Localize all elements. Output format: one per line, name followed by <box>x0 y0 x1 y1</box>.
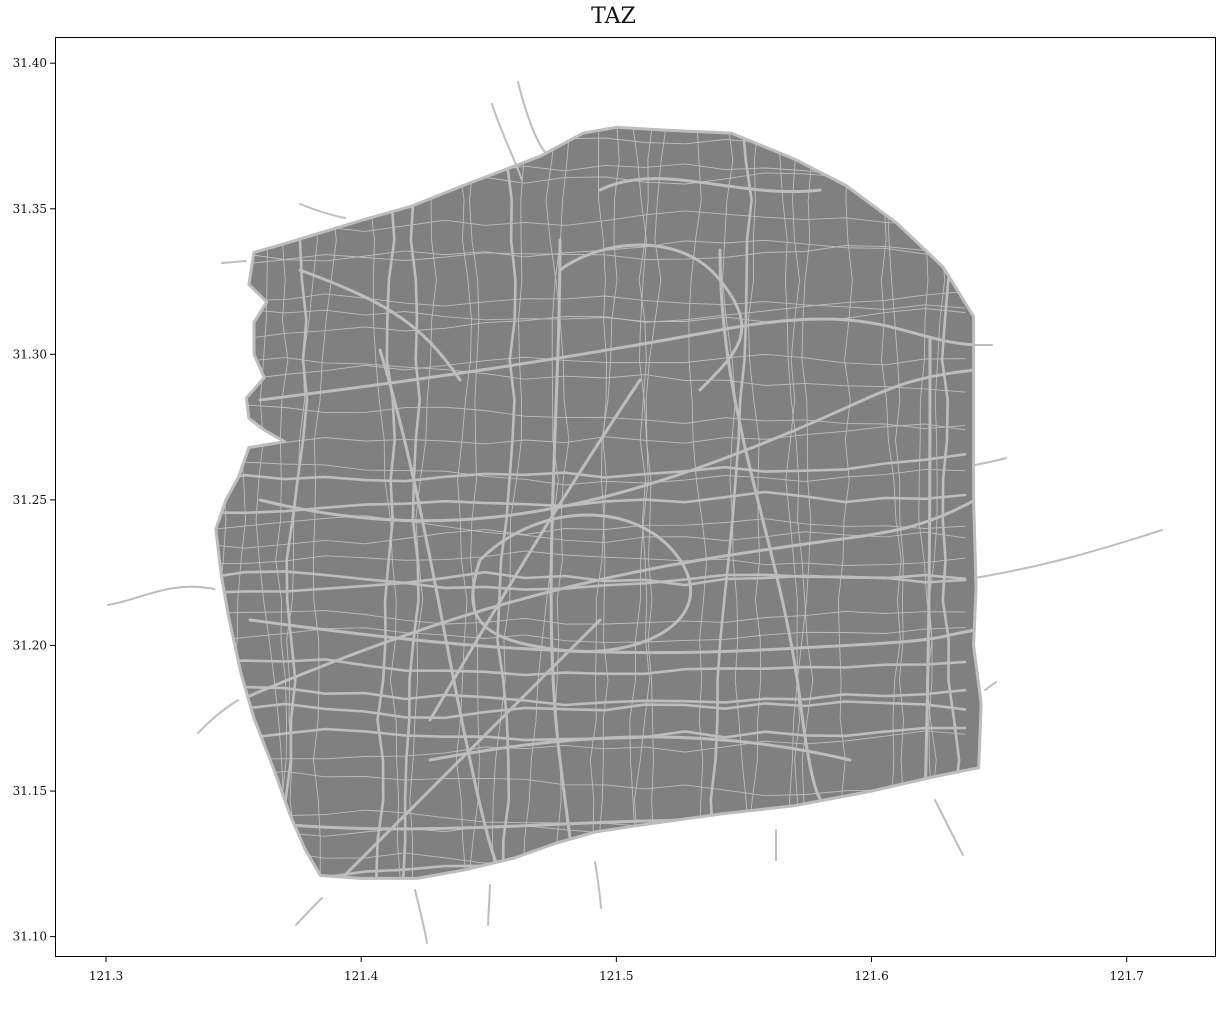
street <box>215 550 966 566</box>
x-tick-label: 121.6 <box>854 969 888 983</box>
outer-road <box>299 203 346 219</box>
arterial-road <box>598 177 822 194</box>
street <box>776 127 816 879</box>
axes: 121.3 121.4 121.5 121.6 121.7 31.10 31.15 31.20… <box>13 56 1144 983</box>
street <box>286 127 321 879</box>
plot-frame <box>55 37 1216 957</box>
street <box>215 730 966 763</box>
y-tick-label: 31.35 <box>13 202 47 216</box>
street <box>453 127 472 879</box>
outer-road <box>107 585 215 606</box>
street <box>363 127 401 879</box>
street <box>215 610 966 625</box>
street <box>215 515 966 544</box>
street <box>215 423 966 445</box>
street <box>491 127 527 879</box>
street <box>215 357 966 393</box>
street <box>785 127 800 879</box>
street <box>215 353 966 385</box>
arterial-road <box>923 338 932 802</box>
outer-road <box>221 260 247 264</box>
street <box>215 453 967 483</box>
outer-road <box>984 681 997 691</box>
arterial-road <box>558 243 744 392</box>
arterial-road <box>471 513 693 653</box>
street <box>215 290 966 340</box>
street <box>496 127 517 879</box>
street <box>468 127 480 879</box>
y-tick-label: 31.25 <box>13 493 47 507</box>
street <box>215 770 966 797</box>
street <box>205 887 965 898</box>
y-tick-label: 31.10 <box>13 930 47 944</box>
street <box>784 127 819 879</box>
street <box>215 293 966 310</box>
street <box>215 458 966 486</box>
outer-road-spurs <box>107 81 1163 944</box>
x-tick-label: 121.4 <box>344 969 379 983</box>
arterial-road <box>428 735 852 762</box>
arterial-road <box>238 498 977 702</box>
arterial-road <box>238 818 702 831</box>
outer-road <box>517 81 546 153</box>
street <box>401 127 422 879</box>
street <box>215 127 966 128</box>
outer-road <box>491 103 523 181</box>
y-tick-label: 31.30 <box>13 347 47 361</box>
arterial-road <box>248 618 977 655</box>
street <box>722 127 752 879</box>
street <box>215 658 967 677</box>
street <box>215 627 966 643</box>
y-tick-label: 31.40 <box>13 56 47 70</box>
street <box>375 127 397 879</box>
chart-title: TAZ <box>591 4 636 29</box>
arterial-road <box>258 368 977 523</box>
arterial-road <box>428 378 642 722</box>
street <box>215 700 967 720</box>
street <box>275 127 291 879</box>
x-tick-label: 121.3 <box>89 969 123 983</box>
street <box>215 239 966 265</box>
street <box>215 685 967 707</box>
y-tick-label: 31.15 <box>13 784 47 798</box>
outer-road <box>974 529 1163 579</box>
street <box>215 518 966 549</box>
outer-road <box>487 884 491 926</box>
outer-road <box>594 861 602 909</box>
outer-road <box>295 897 323 926</box>
outer-road <box>414 889 428 944</box>
outer-road <box>974 457 1007 466</box>
x-tick-label: 121.5 <box>599 969 633 983</box>
y-tick-label: 31.20 <box>13 638 47 652</box>
street <box>597 127 609 879</box>
street <box>837 127 853 879</box>
street <box>312 127 339 879</box>
outer-road <box>197 699 239 734</box>
street <box>189 120 205 880</box>
arterial-road <box>298 268 462 382</box>
outer-road <box>934 799 964 856</box>
street <box>215 404 966 430</box>
street <box>707 127 753 879</box>
street <box>215 573 967 595</box>
street <box>984 120 1000 880</box>
street <box>281 127 309 879</box>
street <box>215 490 967 515</box>
x-tick-label: 121.7 <box>1110 969 1144 983</box>
